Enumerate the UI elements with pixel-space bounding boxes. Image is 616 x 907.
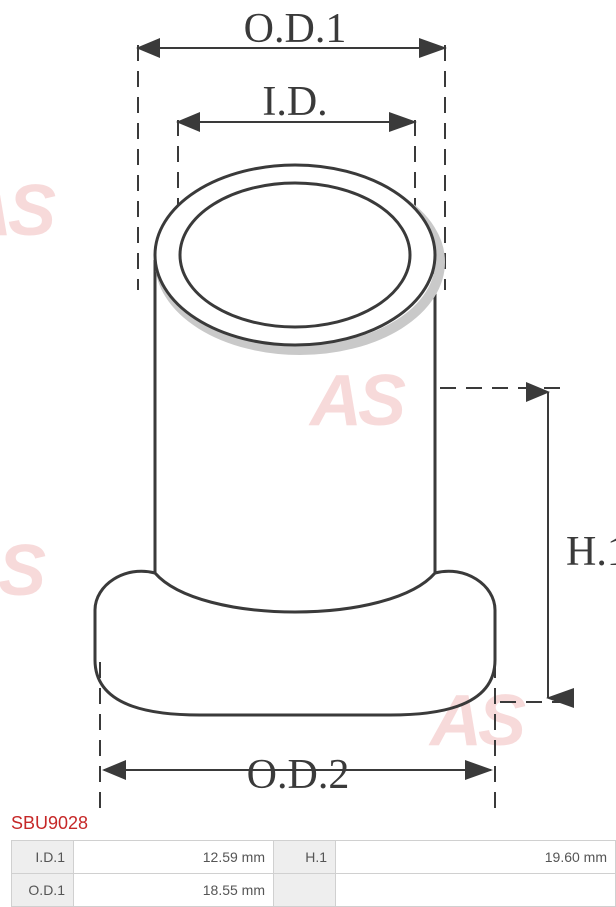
spec-table: I.D.1 12.59 mm H.1 19.60 mm O.D.1 18.55 … — [11, 840, 616, 907]
spec-label-od1: O.D.1 — [12, 874, 74, 907]
bushing-diagram: AS AS AS AS O.D.1 I.D. — [0, 0, 616, 810]
part-number: SBU9028 — [11, 813, 88, 834]
spec-label-id1: I.D.1 — [12, 841, 74, 874]
flange-outline — [95, 571, 495, 715]
spec-value-id1: 12.59 mm — [74, 841, 274, 874]
table-row: O.D.1 18.55 mm — [12, 874, 616, 907]
dim-id-label: I.D. — [262, 79, 327, 125]
flange-top-curve — [155, 573, 435, 612]
dim-od2-label: O.D.2 — [247, 752, 350, 798]
spec-label-h1: H.1 — [274, 841, 336, 874]
ring-inner — [180, 183, 410, 327]
spec-value-empty — [336, 874, 616, 907]
diagram-svg: O.D.1 I.D. H.1 O.D.2 — [0, 0, 616, 810]
dim-od1-label: O.D.1 — [244, 6, 347, 52]
dim-h1-label: H.1 — [566, 529, 616, 575]
spec-label-empty — [274, 874, 336, 907]
table-row: I.D.1 12.59 mm H.1 19.60 mm — [12, 841, 616, 874]
spec-value-od1: 18.55 mm — [74, 874, 274, 907]
spec-value-h1: 19.60 mm — [336, 841, 616, 874]
